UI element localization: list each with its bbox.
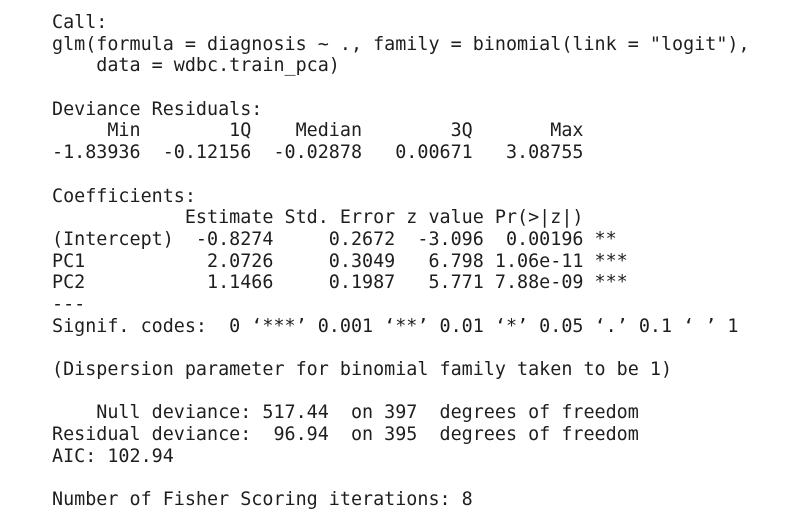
output-line: --- [52, 293, 86, 315]
output-line: (Intercept) -0.8274 0.2672 -3.096 0.0019… [52, 228, 628, 250]
output-line: PC2 1.1466 0.1987 5.771 7.88e-09 *** [52, 272, 628, 294]
output-block: (Dispersion parameter for binomial famil… [52, 359, 795, 381]
output-line: Signif. codes: 0 ‘***’ 0.001 ‘**’ 0.01 ‘… [52, 315, 739, 337]
output-line: (Dispersion parameter for binomial famil… [52, 359, 673, 380]
output-line: Estimate Std. Error z value Pr(>|z|) [52, 207, 628, 229]
output-line: glm(formula = diagnosis ~ ., family = bi… [52, 33, 750, 55]
output-block: Number of Fisher Scoring iterations: 8 [52, 489, 795, 511]
output-line: data = wdbc.train_pca) [52, 55, 340, 77]
output-line: Call: [52, 12, 108, 33]
output-line: Null deviance: 517.44 on 397 degrees of … [52, 402, 639, 424]
output-block: Call: glm(formula = diagnosis ~ ., family… [52, 12, 795, 77]
output-block: Null deviance: 517.44 on 397 degrees of … [52, 402, 795, 467]
output-line: Residual deviance: 96.94 on 395 degrees … [52, 424, 639, 446]
output-line: Number of Fisher Scoring iterations: 8 [52, 489, 473, 511]
output-block: Coefficients: Estimate Std. Error z valu… [52, 186, 795, 338]
output-line: AIC: 102.94 [52, 445, 174, 467]
output-line: PC1 2.0726 0.3049 6.798 1.06e-11 *** [52, 250, 628, 272]
output-block: Deviance Residuals: Min 1Q Median 3Q Max… [52, 99, 795, 164]
output-line: Deviance Residuals: [52, 98, 274, 120]
output-line: Coefficients: [52, 185, 196, 207]
output-line: -1.83936 -0.12156 -0.02878 0.00671 3.087… [52, 142, 606, 164]
output-line: Min 1Q Median 3Q Max [52, 120, 606, 142]
